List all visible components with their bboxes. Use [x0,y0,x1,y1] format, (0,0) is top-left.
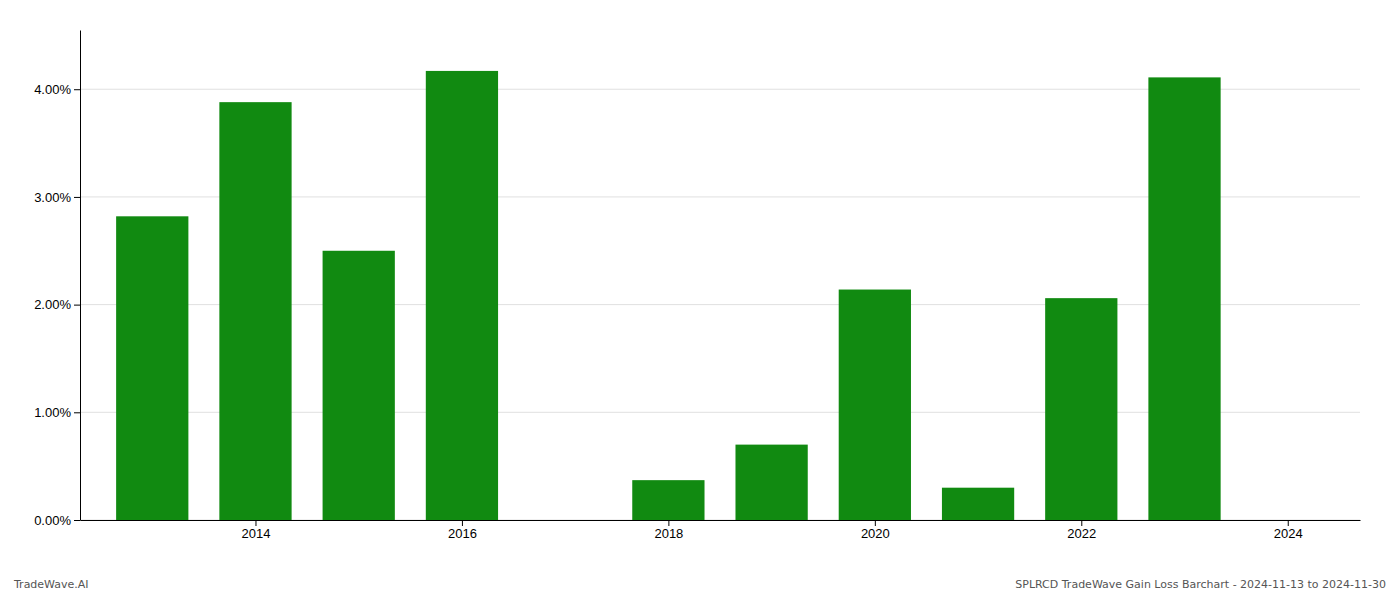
x-axis: 2014 2016 2018 2020 2022 2024 [81,520,1361,541]
x-tick-mark [462,520,463,526]
x-tick-mark [1081,520,1082,526]
x-tick: 2020 [861,520,890,541]
bar [529,520,601,521]
x-tick-mark [875,520,876,526]
bar [632,480,704,520]
x-tick-label: 2016 [448,526,477,541]
y-tick-label: 2.00% [34,297,71,312]
bar [219,102,291,520]
x-tick-mark [668,520,669,526]
chart-svg: 2014 2016 2018 2020 2022 2024 0.00% 1.00% 2.00% 3… [0,0,1400,600]
bar [942,488,1014,520]
x-axis-line [81,520,1361,521]
x-tick: 2024 [1274,520,1303,541]
y-tick-mark [74,89,80,90]
y-tick-mark [74,412,80,413]
bar [1148,77,1220,520]
bar [116,216,188,520]
x-tick: 2018 [654,520,683,541]
bar [426,71,498,520]
x-tick-label: 2024 [1274,526,1303,541]
y-tick: 3.00% [34,190,80,205]
x-tick-label: 2018 [654,526,683,541]
bar [323,251,395,520]
x-tick-mark [255,520,256,526]
bar [839,290,911,520]
bar [1045,298,1117,520]
y-tick-mark [74,520,80,521]
y-tick: 0.00% [34,513,80,528]
y-tick: 2.00% [34,297,80,312]
footnote: TradeWave.AI [13,578,89,591]
y-tick-label: 0.00% [34,513,71,528]
x-tick: 2016 [448,520,477,541]
x-tick-label: 2022 [1067,526,1096,541]
footnote: SPLRCD TradeWave Gain Loss Barchart - 20… [1015,578,1386,591]
y-tick: 4.00% [34,82,80,97]
y-tick-label: 1.00% [34,405,71,420]
y-tick: 1.00% [34,405,80,420]
x-tick: 2014 [242,520,271,541]
x-tick-mark [1288,520,1289,526]
plot-area [116,71,1221,520]
y-axis-line [80,31,81,521]
y-tick-mark [74,305,80,306]
y-axis: 0.00% 1.00% 2.00% 3.00% 4.00% [34,31,80,528]
y-tick-mark [74,197,80,198]
x-tick: 2022 [1067,520,1096,541]
y-tick-label: 4.00% [34,82,71,97]
y-tick-label: 3.00% [34,190,71,205]
chart-container: 2014 2016 2018 2020 2022 2024 0.00% 1.00% 2.00% 3… [0,0,1400,600]
bar [735,445,807,520]
x-tick-label: 2014 [242,526,271,541]
x-tick-label: 2020 [861,526,890,541]
